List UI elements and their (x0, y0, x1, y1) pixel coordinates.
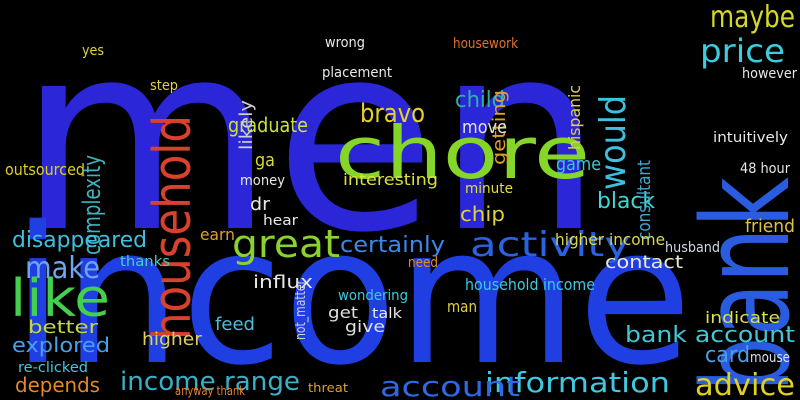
word: money (240, 173, 285, 189)
word: minute (465, 181, 513, 197)
word: income (12, 186, 692, 400)
word: hispanic (565, 85, 584, 150)
word: game (556, 154, 601, 175)
word: wondering (338, 288, 408, 304)
word: card (705, 343, 750, 368)
word: man (447, 297, 477, 316)
word: price (700, 32, 785, 70)
word: great (232, 222, 340, 266)
word: disappeared (12, 228, 147, 253)
word: thanks (120, 254, 170, 270)
word: husband (665, 240, 720, 256)
word: explored (12, 333, 110, 357)
word: talk (372, 306, 403, 322)
word: account (380, 370, 520, 400)
word: higher (142, 329, 203, 350)
word: contact (605, 252, 683, 273)
word: threat (308, 381, 348, 395)
word: get (328, 303, 358, 322)
word: outsourced (5, 160, 85, 179)
word: likely (236, 100, 257, 150)
word: activity (470, 225, 630, 265)
word: chore (335, 111, 590, 195)
word: not_matter (293, 280, 309, 340)
word: black (597, 189, 655, 214)
word: household income (465, 275, 595, 294)
word: feed (215, 314, 255, 335)
word: interesting (343, 170, 438, 189)
word: consultant (634, 160, 655, 240)
word: ga (255, 150, 275, 171)
word: would (593, 95, 634, 190)
word: maybe (710, 0, 795, 35)
word: advice (695, 368, 795, 400)
word: higher income (555, 230, 665, 249)
word: bravo (360, 99, 425, 129)
word: need (408, 255, 438, 271)
word: graduate (228, 113, 308, 137)
word: like (10, 269, 110, 329)
word: intuitively (713, 130, 788, 146)
word: income range (120, 367, 300, 397)
word: earn (200, 225, 235, 244)
word: give (345, 317, 385, 336)
word: indicate (705, 308, 780, 327)
word: child (455, 88, 505, 113)
word: mouse (750, 350, 790, 366)
word: however (742, 66, 797, 82)
word: re-clicked (18, 360, 88, 376)
word: certainly (340, 233, 445, 258)
word: better (28, 317, 99, 338)
word: make (25, 251, 100, 286)
word: 48 hour (740, 161, 790, 177)
word: bank (678, 177, 800, 392)
word: information (485, 366, 670, 399)
word: chip (460, 202, 505, 226)
word: housework (453, 36, 519, 52)
word: placement (322, 65, 392, 81)
word: yes (82, 43, 104, 59)
word: wrong (325, 35, 365, 51)
word: influx (253, 272, 313, 293)
word: hear (263, 213, 298, 229)
word: men (18, 0, 603, 290)
word: complexity (78, 155, 106, 255)
word: step (150, 78, 178, 94)
word: anyway thank (175, 384, 245, 398)
word: depends (15, 373, 100, 397)
word: household (143, 115, 203, 340)
word: getting (489, 90, 510, 165)
word: bank account (625, 323, 795, 348)
word: friend (745, 216, 795, 237)
word: move (462, 117, 507, 138)
word: dr (250, 194, 271, 215)
